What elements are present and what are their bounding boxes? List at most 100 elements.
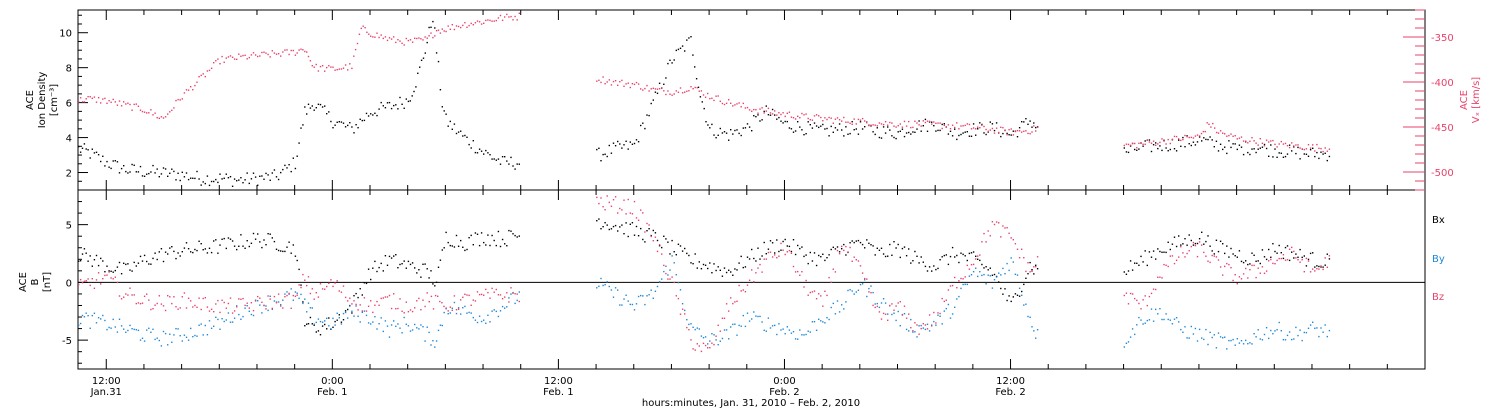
bx-point: [453, 246, 456, 248]
by-point: [506, 306, 508, 308]
density-point: [403, 107, 405, 109]
density-point: [388, 101, 391, 104]
bx-point: [1291, 251, 1293, 253]
by-point: [818, 318, 820, 320]
by-point: [1272, 333, 1274, 335]
by-point: [407, 325, 410, 327]
bx-point: [1224, 252, 1226, 255]
bz-point: [160, 303, 163, 305]
vx-point: [290, 49, 292, 52]
bz-point: [378, 304, 380, 306]
bz-point: [1136, 299, 1138, 302]
vx-point: [288, 53, 290, 56]
vx-point: [1184, 134, 1186, 137]
bx-point: [1245, 260, 1247, 262]
density-point: [120, 167, 123, 170]
bz-point: [832, 268, 834, 270]
vx-point: [1238, 137, 1241, 139]
bx-point: [985, 266, 987, 268]
bx-point: [742, 266, 744, 269]
by-point: [1035, 337, 1037, 339]
by-point: [1165, 313, 1167, 315]
bx-point: [405, 267, 407, 269]
bz-point: [273, 295, 276, 298]
bx-point: [815, 264, 818, 267]
density-point: [1291, 150, 1293, 152]
bz-point: [1230, 267, 1232, 269]
by-point: [723, 329, 726, 331]
bx-point: [1284, 246, 1287, 249]
density-point: [1272, 156, 1274, 158]
bx-point: [257, 233, 259, 235]
bz-point: [409, 309, 412, 311]
by-point: [637, 295, 640, 298]
density-point: [1148, 139, 1151, 141]
bz-point: [338, 290, 340, 292]
vx-point: [330, 66, 332, 68]
by-point: [349, 305, 351, 307]
x-tick-date-label: Jan.31: [90, 387, 122, 398]
density-point: [1157, 147, 1159, 150]
bx-point: [248, 245, 250, 248]
bx-point: [1222, 243, 1224, 245]
by-point: [217, 318, 219, 321]
vx-point: [746, 106, 749, 109]
bx-point: [470, 234, 472, 237]
by-point: [424, 340, 426, 342]
bz-point: [156, 302, 158, 305]
by-point: [219, 328, 221, 330]
bz-point: [1192, 241, 1195, 244]
by-point: [926, 323, 929, 325]
bx-point: [420, 276, 422, 278]
vx-point: [1222, 132, 1224, 134]
density-point: [631, 143, 634, 145]
bz-point: [106, 274, 108, 276]
density-point: [669, 59, 671, 61]
by-point: [893, 312, 895, 314]
bx-point: [229, 238, 232, 240]
bx-point: [250, 242, 253, 244]
vx-point: [962, 125, 964, 127]
by-point: [328, 325, 330, 327]
density-point: [508, 163, 510, 165]
by-point: [920, 324, 922, 327]
by-point: [78, 324, 80, 326]
vx-point: [462, 24, 464, 27]
by-point: [1320, 327, 1322, 329]
legend-entry-bx: Bx: [1432, 215, 1445, 226]
bz-point: [395, 308, 397, 310]
by-point: [868, 287, 870, 290]
by-point: [924, 328, 927, 331]
by-point: [761, 321, 763, 323]
vx-point: [508, 16, 510, 18]
vx-point: [640, 88, 642, 90]
vx-point: [700, 90, 703, 92]
density-point: [1322, 153, 1324, 155]
by-point: [317, 318, 320, 320]
vx-point: [219, 63, 221, 65]
by-point: [428, 331, 430, 334]
bx-point: [811, 260, 814, 262]
bx-point: [776, 239, 778, 241]
by-point: [510, 293, 512, 295]
by-point: [954, 306, 956, 308]
bz-point: [734, 301, 736, 303]
bx-point: [269, 233, 271, 235]
bz-point: [480, 293, 483, 296]
bz-point: [878, 311, 881, 313]
bz-point: [125, 293, 127, 295]
vx-point: [778, 112, 780, 114]
bz-point: [928, 314, 931, 316]
by-point: [187, 339, 190, 341]
bx-point: [1178, 235, 1180, 237]
vx-point: [748, 109, 751, 111]
density-point: [143, 175, 146, 177]
vx-point: [91, 97, 93, 99]
vx-point: [1012, 134, 1014, 136]
vx-point: [884, 121, 887, 123]
bx-point: [1182, 243, 1184, 245]
bz-point: [1207, 260, 1209, 262]
vx-point: [1328, 148, 1331, 150]
bx-point: [1305, 265, 1308, 267]
bx-point: [495, 244, 497, 247]
